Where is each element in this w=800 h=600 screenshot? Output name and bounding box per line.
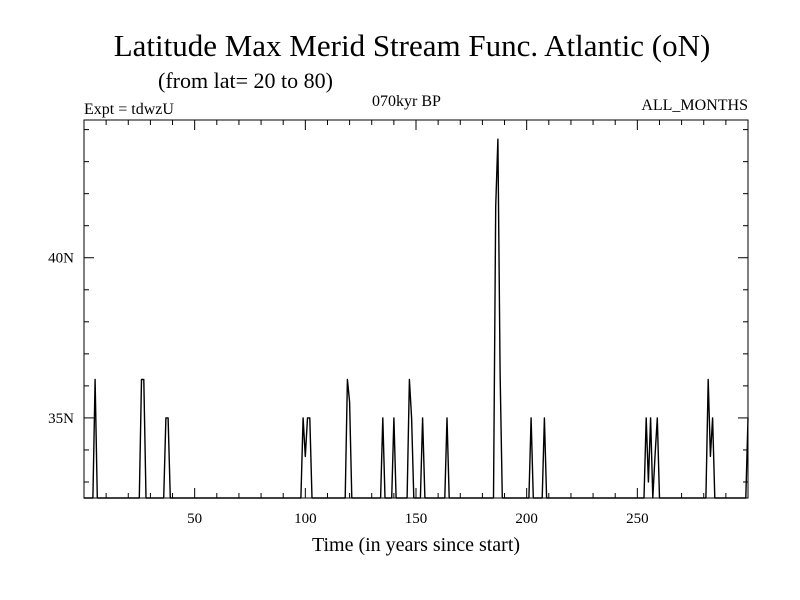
chart-subtitle: (from lat= 20 to 80) — [158, 68, 333, 93]
chart-title: Latitude Max Merid Stream Func. Atlantic… — [114, 28, 711, 63]
x-ticks: 50 100 150 200 250 — [105, 120, 727, 527]
x-tick-label: 150 — [405, 511, 428, 527]
expt-label: Expt = tdwzU — [84, 101, 174, 118]
x-axis-label: Time (in years since start) — [312, 534, 520, 556]
x-tick-label: 200 — [515, 511, 538, 527]
y-ticks: 35N 40N — [48, 129, 748, 483]
x-tick-label: 100 — [294, 511, 317, 527]
x-tick-label: 50 — [187, 511, 202, 527]
plot-frame — [83, 119, 749, 499]
x-tick-label: 250 — [626, 511, 649, 527]
months-label: ALL_MONTHS — [641, 97, 748, 114]
y-tick-label: 40N — [48, 251, 74, 267]
series-line — [84, 138, 749, 499]
y-tick-label: 35N — [48, 411, 74, 427]
period-label: 070kyr BP — [372, 93, 441, 110]
